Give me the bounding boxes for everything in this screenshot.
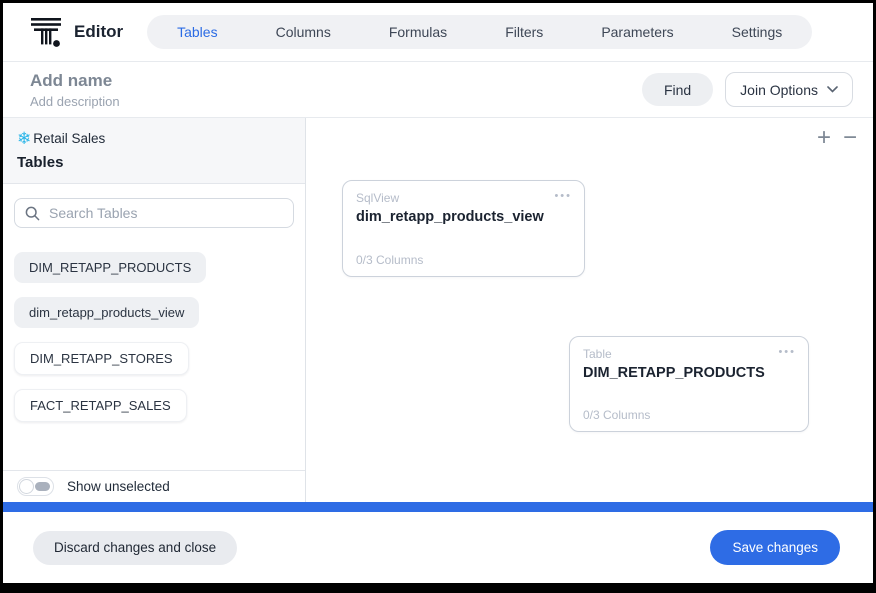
app-title: Editor — [74, 22, 124, 41]
dataset-description-field[interactable]: Add description — [30, 93, 120, 109]
header-actions: Find Join Options — [641, 72, 853, 107]
search-box[interactable] — [14, 198, 294, 228]
toggle-bar — [35, 482, 50, 491]
accent-divider-bar — [3, 502, 873, 512]
tab-tables[interactable]: Tables — [177, 24, 218, 40]
tab-parameters[interactable]: Parameters — [601, 24, 674, 40]
join-options-label: Join Options — [740, 81, 818, 98]
chevron-down-icon — [827, 86, 838, 93]
tab-filters[interactable]: Filters — [505, 24, 544, 40]
main-area: ❄ Retail Sales Tables DIM_RETAPP_PRODUCT… — [3, 118, 873, 502]
canvas-node-dim-retapp-products-view[interactable]: SqlView ••• dim_retapp_products_view 0/3… — [342, 180, 585, 277]
node-menu-icon[interactable]: ••• — [554, 190, 572, 202]
bottom-action-bar: Discard changes and close Save changes — [3, 512, 873, 583]
tab-bar: Tables Columns Formulas Filters Paramete… — [147, 15, 813, 49]
data-source: ❄ Retail Sales — [17, 130, 289, 147]
node-type-label: Table — [583, 347, 612, 361]
join-options-button[interactable]: Join Options — [725, 72, 853, 107]
node-title: DIM_RETAPP_PRODUCTS — [583, 365, 765, 381]
node-title: dim_retapp_products_view — [356, 209, 544, 225]
table-chip-dim-retapp-stores[interactable]: DIM_RETAPP_STORES — [14, 342, 189, 375]
search-wrap — [3, 184, 305, 238]
zoom-out-button[interactable]: − — [842, 124, 857, 151]
search-tables-input[interactable] — [49, 205, 283, 221]
save-changes-button[interactable]: Save changes — [710, 530, 840, 565]
name-block: Add name Add description — [30, 71, 120, 109]
tab-columns[interactable]: Columns — [275, 24, 331, 40]
find-button[interactable]: Find — [641, 73, 714, 106]
node-columns-count: 0/3 Columns — [356, 253, 424, 267]
canvas-node-dim-retapp-products[interactable]: Table ••• DIM_RETAPP_PRODUCTS 0/3 Column… — [569, 336, 809, 432]
discard-changes-button[interactable]: Discard changes and close — [33, 530, 238, 565]
tab-formulas[interactable]: Formulas — [388, 24, 448, 40]
show-unselected-label: Show unselected — [67, 479, 170, 494]
table-chip-fact-retapp-sales[interactable]: FACT_RETAPP_SALES — [14, 389, 187, 422]
sigma-logo-icon — [31, 18, 61, 47]
table-chip-dim-retapp-products[interactable]: DIM_RETAPP_PRODUCTS — [14, 252, 207, 283]
dataset-name-field[interactable]: Add name — [30, 70, 113, 90]
node-type-label: SqlView — [356, 191, 400, 205]
snowflake-icon: ❄ — [17, 129, 32, 148]
join-canvas[interactable]: + − SqlView ••• dim_retapp_products_view… — [306, 118, 873, 502]
zoom-controls: + − — [817, 126, 857, 150]
node-columns-count: 0/3 Columns — [583, 408, 651, 422]
data-source-name: Retail Sales — [33, 131, 106, 146]
zoom-in-button[interactable]: + — [816, 124, 831, 151]
table-list: DIM_RETAPP_PRODUCTS dim_retapp_products_… — [3, 238, 305, 422]
top-bar: Editor Tables Columns Formulas Filters P… — [3, 3, 873, 62]
show-unselected-toggle[interactable] — [17, 477, 54, 496]
node-menu-icon[interactable]: ••• — [778, 346, 796, 358]
node-top: SqlView ••• — [356, 190, 572, 206]
sidebar-header: ❄ Retail Sales Tables — [3, 118, 305, 184]
sidebar-footer: Show unselected — [3, 470, 305, 502]
name-header: Add name Add description Find Join Optio… — [3, 62, 873, 118]
sidebar-title: Tables — [17, 154, 64, 171]
toggle-knob — [19, 479, 34, 494]
tab-settings[interactable]: Settings — [731, 24, 783, 40]
table-chip-dim-retapp-products-view[interactable]: dim_retapp_products_view — [14, 297, 200, 328]
search-icon — [25, 206, 40, 220]
tables-sidebar: ❄ Retail Sales Tables DIM_RETAPP_PRODUCT… — [3, 118, 306, 502]
node-top: Table ••• — [583, 346, 796, 362]
